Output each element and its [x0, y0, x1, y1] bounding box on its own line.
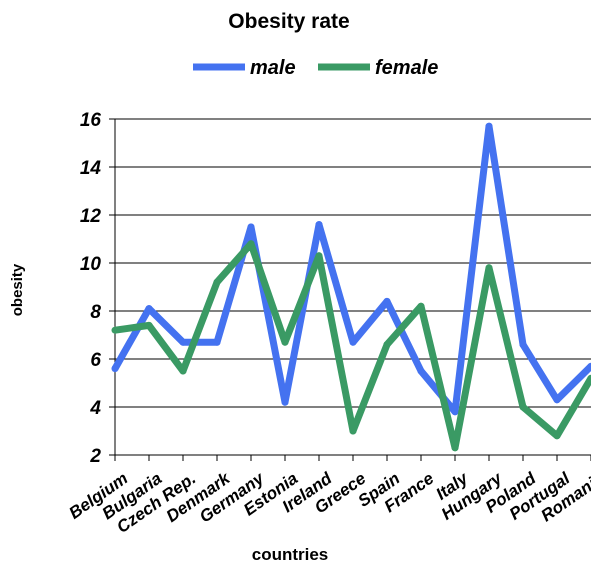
data-point-female — [180, 368, 187, 375]
legend-label-female: female — [375, 57, 438, 79]
data-point-male — [316, 221, 323, 228]
data-point-female — [384, 341, 391, 348]
data-point-male — [112, 365, 119, 372]
series-line-female — [115, 244, 591, 448]
data-point-male — [520, 341, 527, 348]
data-point-female — [316, 252, 323, 259]
series-layer — [112, 123, 591, 452]
data-point-male — [180, 339, 187, 346]
legend-label-male: male — [250, 57, 296, 79]
data-point-female — [486, 264, 493, 271]
data-point-female — [520, 404, 527, 411]
y-tick-label: 12 — [80, 206, 102, 227]
y-axis-label: obesity — [9, 263, 26, 316]
y-tick-label: 14 — [80, 158, 102, 179]
data-point-male — [452, 408, 459, 415]
data-point-female — [452, 444, 459, 451]
data-point-female — [350, 428, 357, 435]
data-point-female — [146, 322, 153, 329]
data-point-male — [418, 368, 425, 375]
data-point-female — [554, 432, 561, 439]
y-axis: 2 4 6 8 10 12 14 16 — [80, 110, 115, 467]
y-tick-label: 16 — [80, 110, 102, 131]
y-tick-label: 10 — [80, 254, 102, 275]
data-point-male — [146, 305, 153, 312]
data-point-male — [214, 339, 221, 346]
y-tick-label: 2 — [89, 446, 101, 467]
data-point-male — [248, 224, 255, 231]
data-point-male — [554, 396, 561, 403]
data-point-female — [418, 303, 425, 310]
data-point-male — [282, 399, 289, 406]
data-point-female — [112, 327, 119, 334]
data-point-male — [350, 339, 357, 346]
data-point-female — [282, 339, 289, 346]
data-point-male — [486, 123, 493, 130]
data-point-male — [384, 298, 391, 305]
data-point-female — [214, 279, 221, 286]
chart-title: Obesity rate — [228, 10, 349, 33]
legend: male female — [193, 57, 438, 79]
data-point-female — [248, 240, 255, 247]
x-axis-label: countries — [252, 545, 329, 564]
y-tick-label: 6 — [90, 350, 101, 371]
y-tick-label: 8 — [90, 302, 101, 323]
y-tick-label: 4 — [89, 398, 101, 419]
